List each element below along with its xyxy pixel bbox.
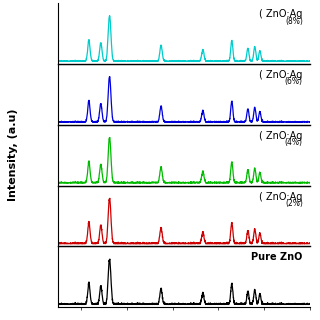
Text: ( ZnO:Ag: ( ZnO:Ag <box>260 131 303 141</box>
Text: ( ZnO:Ag: ( ZnO:Ag <box>260 9 303 19</box>
Text: Pure ZnO: Pure ZnO <box>252 252 303 262</box>
Text: Intensity, (a.u): Intensity, (a.u) <box>8 109 18 202</box>
Text: (6%): (6%) <box>285 77 303 86</box>
Text: ( ZnO:Ag: ( ZnO:Ag <box>260 70 303 80</box>
Text: (8%): (8%) <box>285 17 303 26</box>
Text: (2%): (2%) <box>285 199 303 208</box>
Text: (4%): (4%) <box>285 138 303 147</box>
Text: ( ZnO:Ag: ( ZnO:Ag <box>260 192 303 202</box>
